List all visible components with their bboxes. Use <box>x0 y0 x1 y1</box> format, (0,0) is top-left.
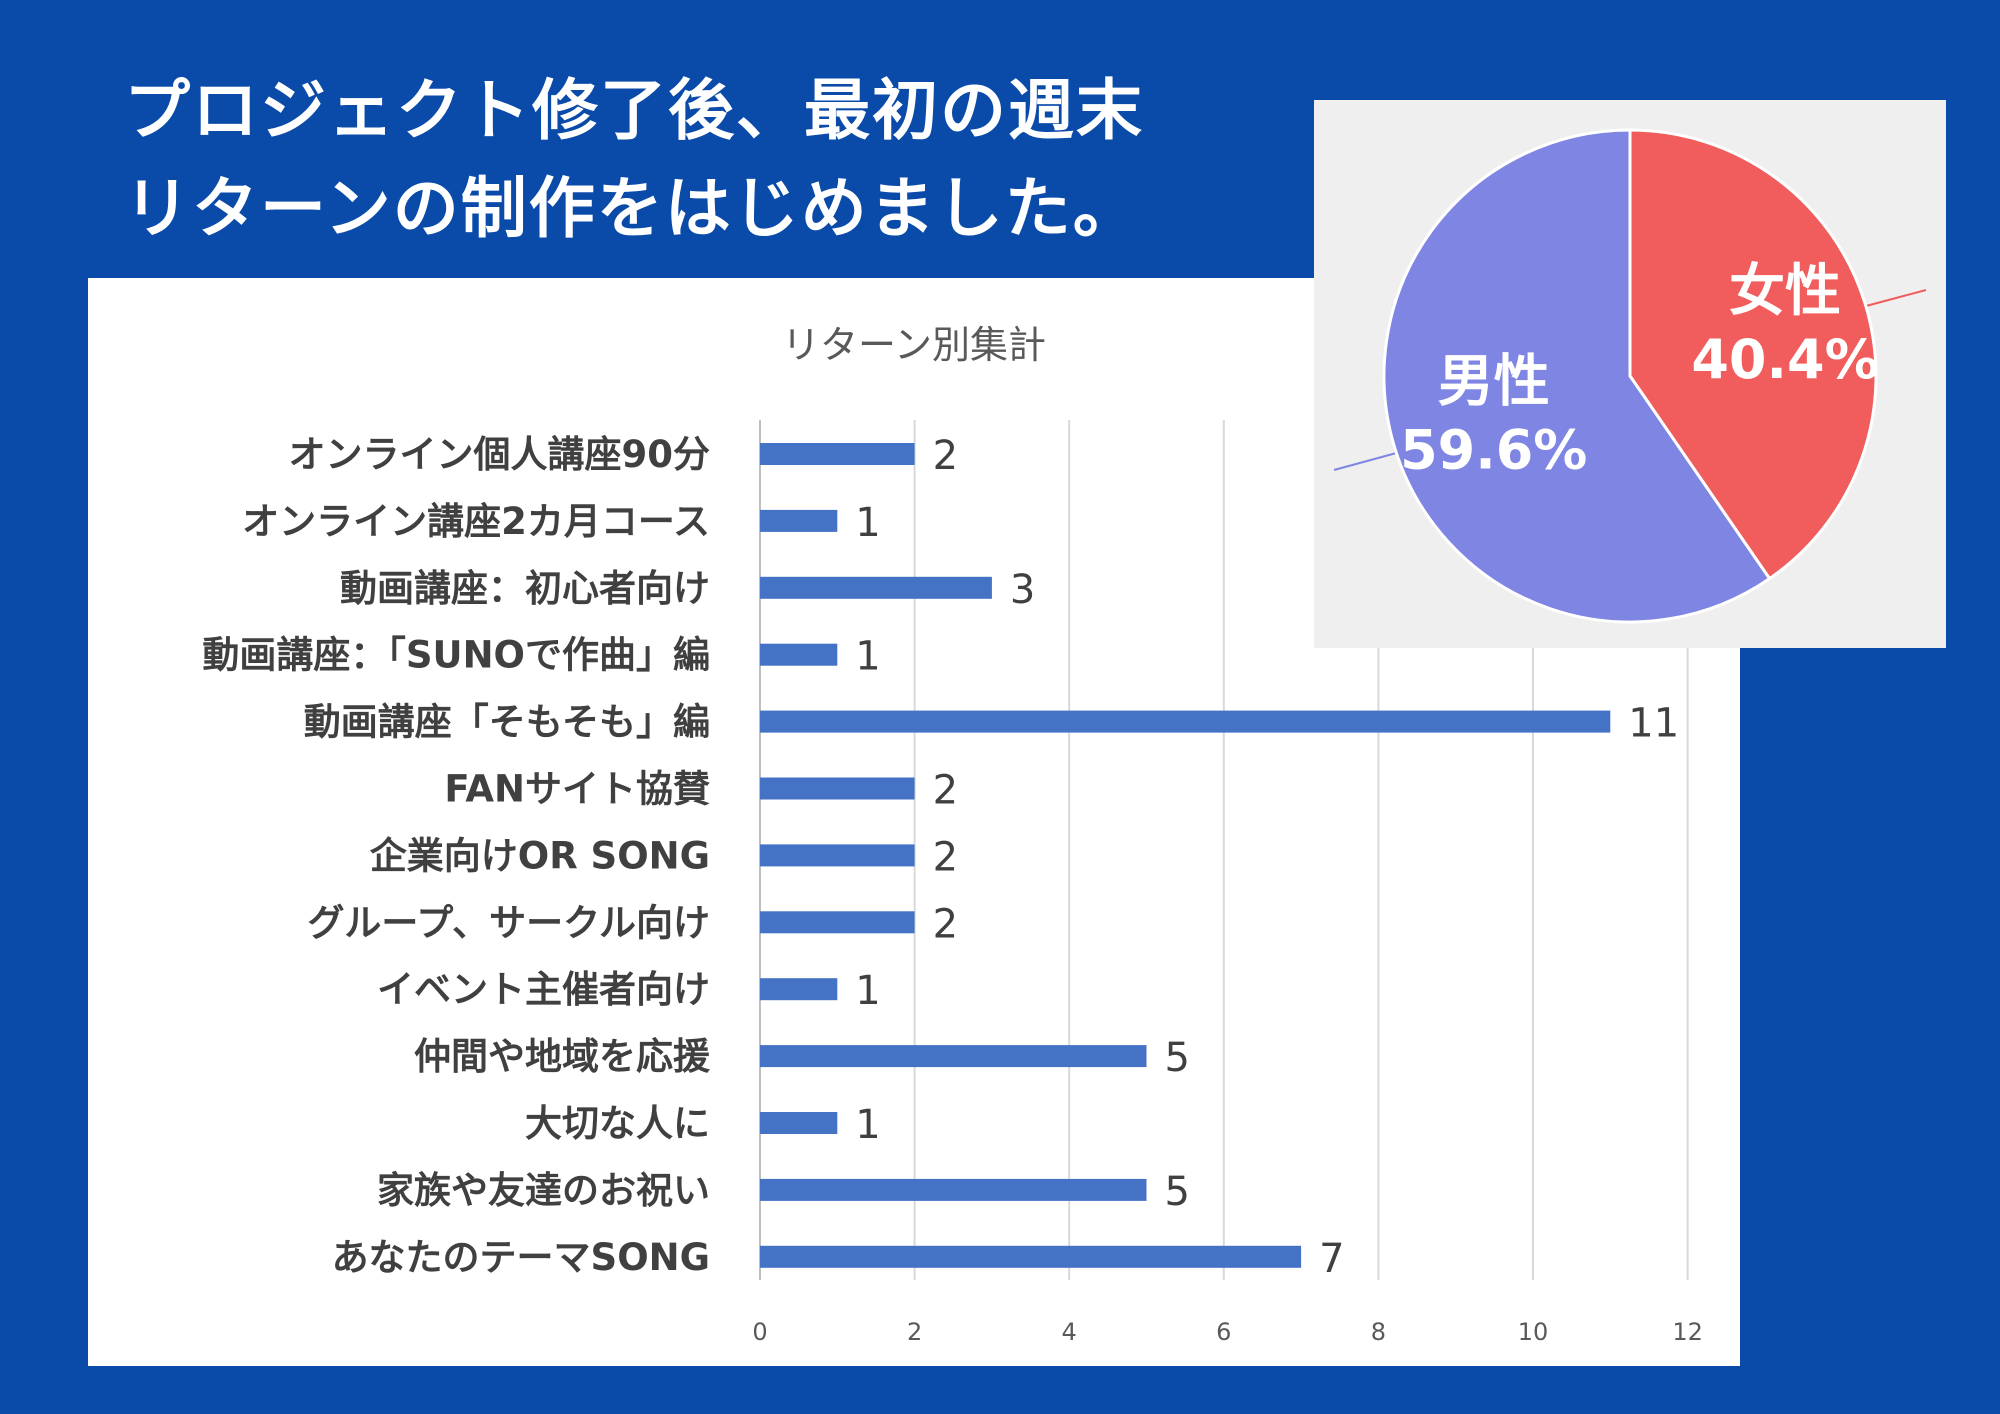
data-label-9: 5 <box>1165 1035 1190 1081</box>
data-label-4: 11 <box>1628 701 1679 747</box>
category-label-9: 仲間や地域を応援 <box>414 1035 711 1078</box>
pie-value-0: 40.4% <box>1691 328 1878 391</box>
pie-chart-panel: 女性 40.4% 男性 59.6% <box>1314 100 1946 648</box>
category-label-11: 家族や友達のお祝い <box>377 1169 710 1212</box>
bar-8 <box>760 978 838 1001</box>
category-label-8: イベント主催者向け <box>377 968 710 1011</box>
bar-1 <box>760 509 838 532</box>
bar-7 <box>760 911 915 934</box>
bar-10 <box>760 1112 838 1134</box>
data-label-1: 1 <box>855 500 880 546</box>
x-tick-label-5: 10 <box>1518 1318 1549 1346</box>
bar-3 <box>760 643 838 666</box>
bar-5 <box>760 777 915 800</box>
bar-4 <box>760 710 1611 733</box>
x-tick-label-0: 0 <box>752 1318 767 1346</box>
x-tick-label-1: 2 <box>907 1318 922 1346</box>
data-label-0: 2 <box>933 433 958 479</box>
bar-6 <box>760 844 915 867</box>
category-label-1: オンライン講座2カ月コース <box>242 500 710 543</box>
bar-12 <box>760 1245 1302 1268</box>
pie-value-1: 59.6% <box>1400 418 1587 481</box>
x-tick-label-2: 4 <box>1062 1318 1077 1346</box>
bar-0 <box>760 443 915 465</box>
category-label-6: 企業向けOR SONG <box>370 834 710 877</box>
bar-2 <box>760 576 992 599</box>
bar-9 <box>760 1045 1147 1068</box>
pie-slice-1 <box>1382 128 1772 624</box>
data-label-10: 1 <box>855 1102 880 1148</box>
category-label-12: あなたのテーマSONG <box>332 1236 710 1279</box>
data-label-5: 2 <box>933 768 958 814</box>
category-label-5: FANサイト協賛 <box>444 768 710 811</box>
category-label-10: 大切な人に <box>525 1102 710 1145</box>
category-label-7: グループ、サークル向け <box>307 901 710 944</box>
data-label-12: 7 <box>1319 1236 1344 1282</box>
data-label-11: 5 <box>1165 1169 1190 1215</box>
category-label-2: 動画講座：初心者向け <box>340 567 710 610</box>
leader-line-1 <box>1333 451 1401 471</box>
chart-title: リターン別集計 <box>782 323 1046 367</box>
category-label-4: 動画講座「そもそも」編 <box>304 701 710 744</box>
x-tick-label-6: 12 <box>1672 1318 1703 1346</box>
data-label-6: 2 <box>933 834 958 880</box>
leader-line-0 <box>1865 289 1927 307</box>
category-label-3: 動画講座：「SUNOで作曲」編 <box>202 634 710 677</box>
bar-11 <box>760 1178 1147 1201</box>
category-label-0: オンライン個人講座90分 <box>289 433 711 476</box>
pie-label-0: 女性 <box>1729 259 1841 324</box>
x-tick-label-4: 8 <box>1371 1318 1386 1346</box>
headline-line-1: プロジェクト修了後、最初の週末 <box>124 72 1144 149</box>
data-label-7: 2 <box>933 901 958 947</box>
data-label-2: 3 <box>1010 567 1035 613</box>
data-label-3: 1 <box>855 634 880 680</box>
x-tick-label-3: 6 <box>1216 1318 1231 1346</box>
headline: プロジェクト修了後、最初の週末 リターンの制作をはじめました。 <box>124 62 1144 258</box>
pie-slice-0 <box>1628 128 1878 581</box>
pie-label-1: 男性 <box>1438 349 1550 414</box>
data-label-8: 1 <box>855 968 880 1014</box>
headline-line-2: リターンの制作をはじめました。 <box>124 170 1141 247</box>
